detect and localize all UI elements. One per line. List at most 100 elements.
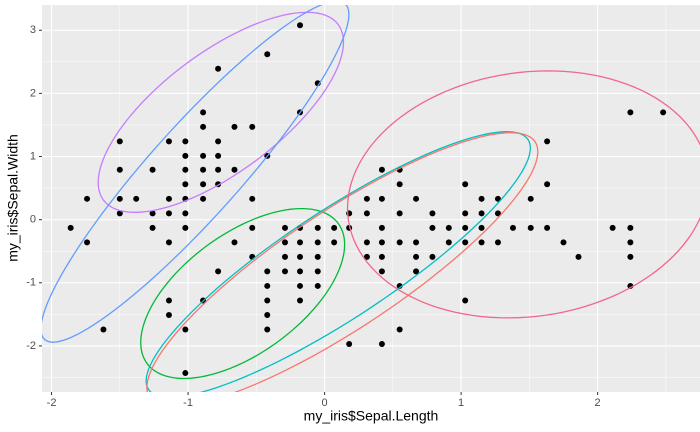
- point: [378, 239, 385, 246]
- point: [165, 210, 172, 217]
- point: [544, 181, 551, 188]
- point: [165, 195, 172, 202]
- point: [429, 253, 436, 260]
- point: [264, 297, 271, 304]
- y-axis-title: my_iris$Sepal.Width: [5, 134, 21, 262]
- point: [462, 239, 469, 246]
- point: [200, 195, 207, 202]
- point: [264, 311, 271, 318]
- point: [314, 268, 321, 275]
- point: [182, 166, 189, 173]
- point: [429, 210, 436, 217]
- axes: -2 -1 0 1 2 -2 -1 0 1 2 3: [26, 24, 600, 409]
- point: [378, 224, 385, 231]
- y-tick-label: 2: [30, 87, 36, 99]
- y-tick-label: 1: [30, 150, 36, 162]
- point: [527, 195, 534, 202]
- point: [363, 210, 370, 217]
- point: [165, 297, 172, 304]
- ellipse: [140, 207, 346, 380]
- point: [660, 109, 667, 116]
- point: [116, 195, 123, 202]
- point: [478, 224, 485, 231]
- point: [544, 224, 551, 231]
- point: [182, 181, 189, 188]
- x-tick-label: 0: [322, 397, 328, 409]
- point: [363, 253, 370, 260]
- point: [297, 282, 304, 289]
- point: [281, 268, 288, 275]
- point: [413, 195, 420, 202]
- point: [462, 297, 469, 304]
- point: [396, 181, 403, 188]
- point: [378, 195, 385, 202]
- point: [627, 109, 634, 116]
- point: [462, 181, 469, 188]
- point: [100, 326, 107, 333]
- y-tick-label: -2: [26, 340, 36, 352]
- point: [165, 138, 172, 145]
- point: [264, 51, 271, 58]
- point: [182, 370, 189, 377]
- point: [84, 239, 91, 246]
- panel-background: [42, 5, 700, 392]
- point: [396, 210, 403, 217]
- point: [627, 224, 634, 231]
- point: [200, 123, 207, 130]
- point: [445, 224, 452, 231]
- point: [200, 152, 207, 159]
- point: [314, 224, 321, 231]
- point: [378, 341, 385, 348]
- point: [494, 210, 501, 217]
- point: [478, 210, 485, 217]
- point: [297, 297, 304, 304]
- point: [149, 210, 156, 217]
- point: [560, 239, 567, 246]
- point: [297, 239, 304, 246]
- point: [200, 109, 207, 116]
- point: [182, 210, 189, 217]
- point: [429, 224, 436, 231]
- x-tick-label: -1: [183, 397, 193, 409]
- point: [231, 166, 238, 173]
- ellipse: [145, 131, 532, 392]
- point: [462, 210, 469, 217]
- y-tick-label: 3: [30, 24, 36, 36]
- point: [165, 311, 172, 318]
- point: [627, 253, 634, 260]
- ellipse: [42, 5, 350, 343]
- x-tick-label: 1: [458, 397, 464, 409]
- point: [297, 22, 304, 29]
- plot-area: [42, 5, 700, 392]
- point: [133, 195, 140, 202]
- x-tick-label: 2: [595, 397, 601, 409]
- point: [544, 138, 551, 145]
- point: [297, 253, 304, 260]
- point: [396, 239, 403, 246]
- point: [231, 239, 238, 246]
- point: [314, 239, 321, 246]
- point: [149, 224, 156, 231]
- point: [378, 253, 385, 260]
- point: [116, 166, 123, 173]
- point: [378, 268, 385, 275]
- point: [231, 123, 238, 130]
- point: [182, 224, 189, 231]
- point: [264, 326, 271, 333]
- point: [413, 253, 420, 260]
- point: [200, 181, 207, 188]
- point: [215, 65, 222, 72]
- x-tick-label: -2: [47, 397, 57, 409]
- ellipse: [146, 132, 539, 392]
- point: [413, 268, 420, 275]
- point: [264, 268, 271, 275]
- point: [331, 224, 338, 231]
- point: [297, 268, 304, 275]
- point: [116, 210, 123, 217]
- point: [314, 282, 321, 289]
- point: [281, 224, 288, 231]
- point: [575, 253, 582, 260]
- point: [182, 138, 189, 145]
- point: [249, 195, 256, 202]
